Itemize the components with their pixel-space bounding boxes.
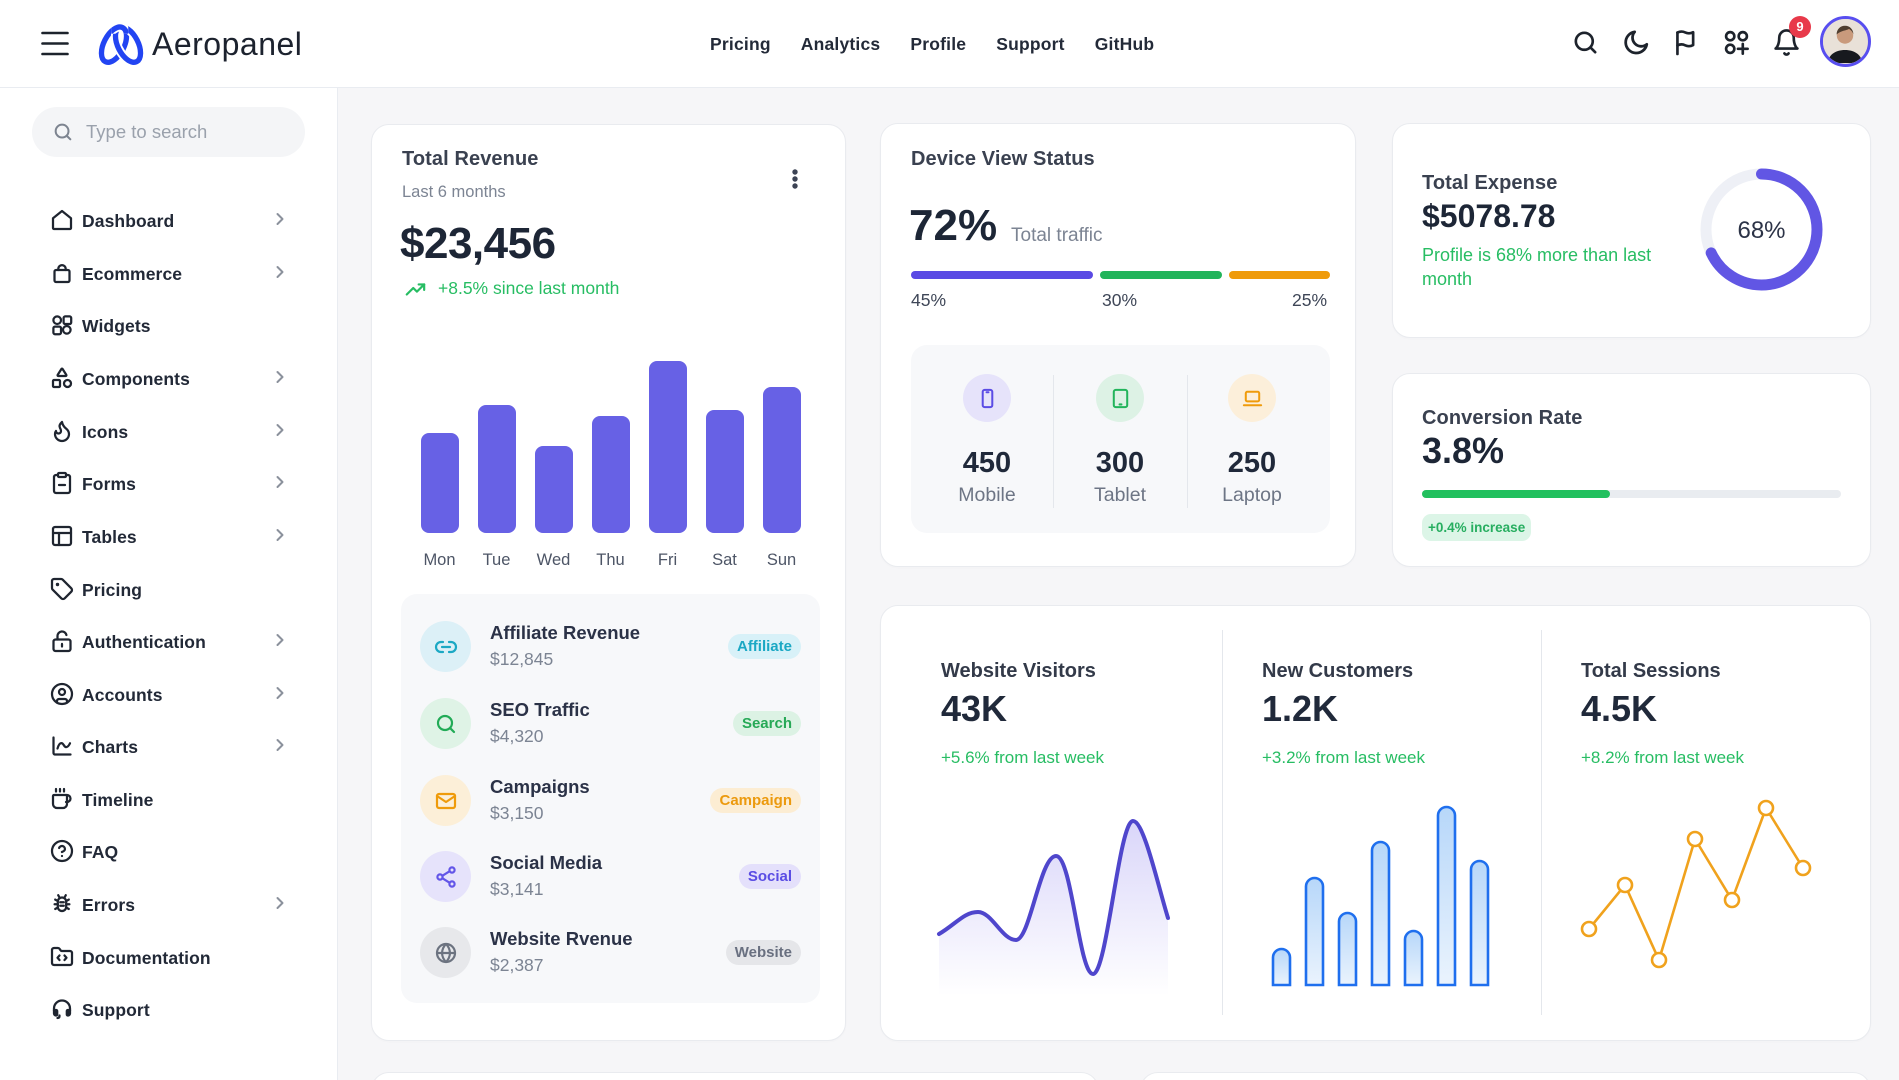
svg-text:68%: 68% <box>1737 217 1785 244</box>
